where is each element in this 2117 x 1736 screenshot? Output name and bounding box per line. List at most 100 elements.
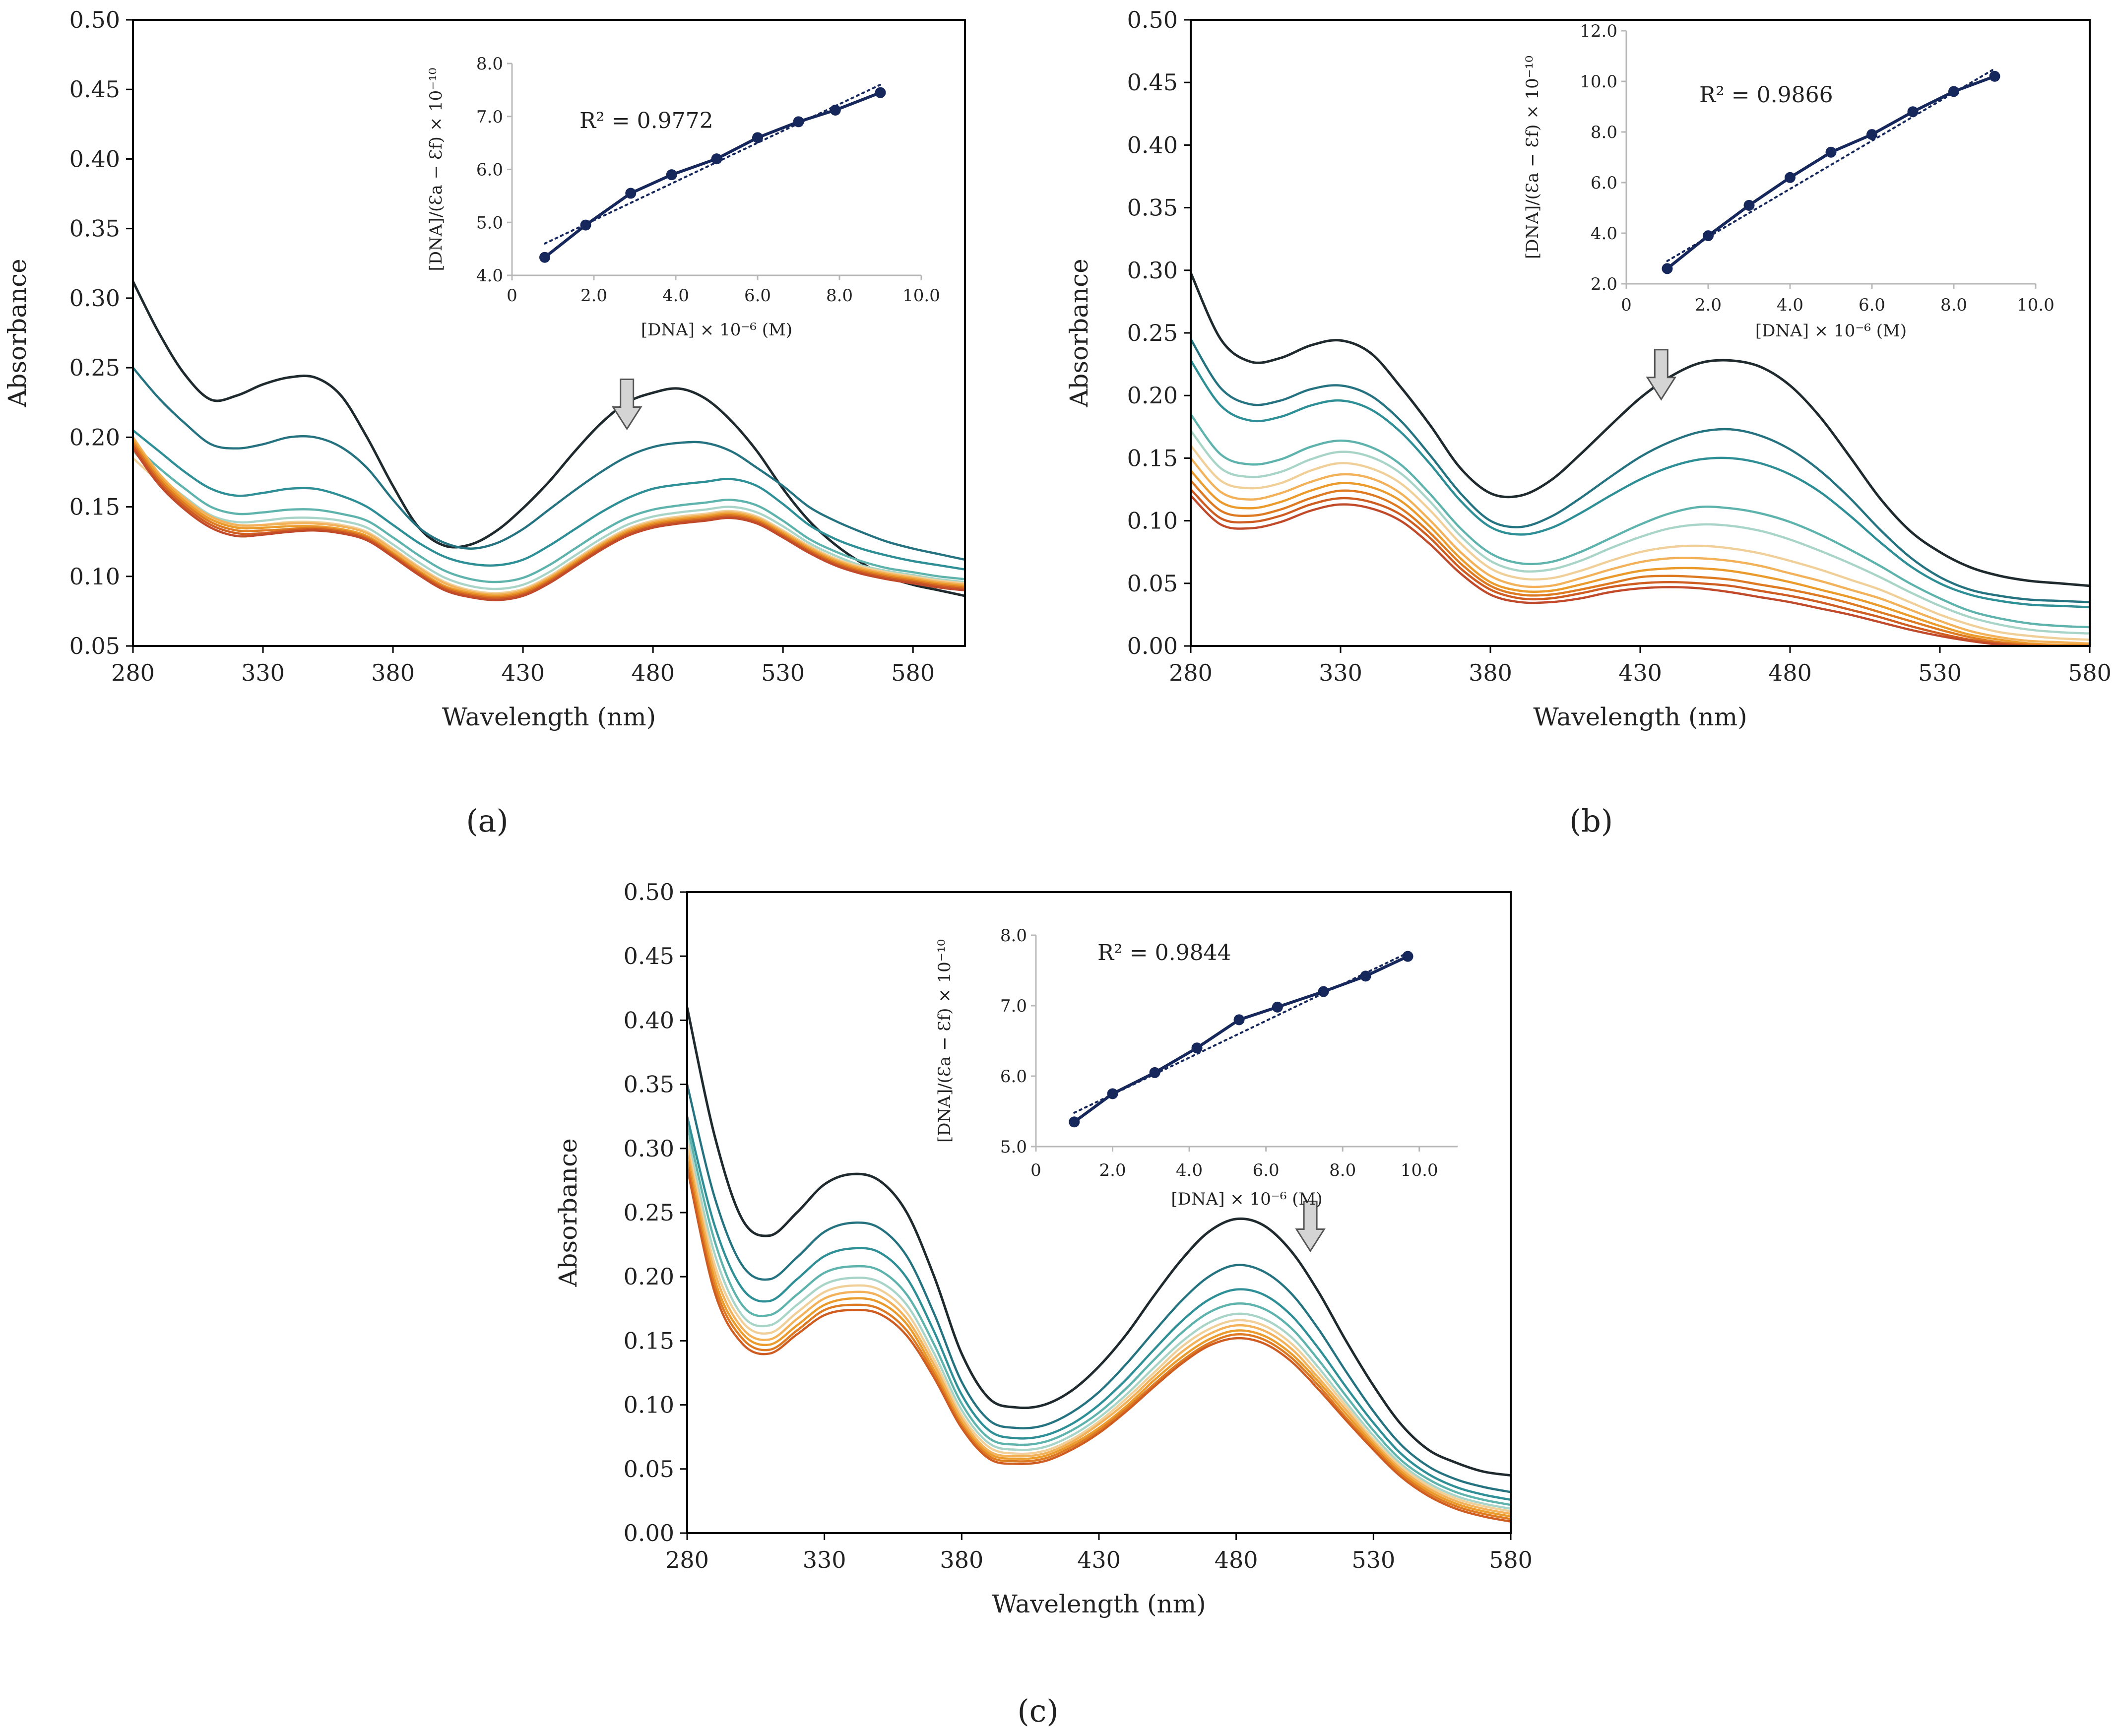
inset-x-tick-label: 4.0 (1777, 295, 1803, 315)
inset-y-axis-title: [DNA]/(Ɛa − Ɛf) × 10⁻¹⁰ (1523, 56, 1542, 259)
x-tick-label: 580 (891, 659, 935, 686)
data-point (1662, 263, 1673, 274)
inset-y-tick-label: 6.0 (476, 160, 503, 180)
y-tick-label: 0.00 (1127, 633, 1178, 659)
y-tick-label: 0.30 (624, 1135, 674, 1162)
y-axis-title: Absorbance (3, 258, 32, 407)
inset-x-tick-label: 6.0 (744, 286, 771, 306)
y-axis-title: Absorbance (554, 1138, 582, 1287)
spectra-group (133, 281, 965, 601)
inset-y-tick-label: 12.0 (1580, 21, 1617, 41)
x-tick-label: 280 (665, 1546, 709, 1573)
spectrum-line-10 (133, 445, 965, 600)
spectrum-line-2 (1191, 338, 2090, 603)
x-axis-title: Wavelength (nm) (442, 703, 656, 731)
y-tick-label: 0.20 (69, 424, 120, 450)
spectrum-line-2 (687, 1084, 1511, 1493)
inset-y-axis-title: [DNA]/(Ɛa − Ɛf) × 10⁻¹⁰ (426, 68, 446, 271)
x-tick-label: 330 (241, 659, 285, 686)
x-tick-label: 430 (501, 659, 545, 686)
inset-x-tick-label: 6.0 (1859, 295, 1885, 315)
spectrum-line-11 (133, 448, 965, 601)
spectrum-line-3 (687, 1116, 1511, 1501)
spectrum-line-8 (133, 439, 965, 597)
spectra-group (687, 1007, 1511, 1523)
inset-y-tick-label: 8.0 (1000, 926, 1027, 946)
inset-x-tick-label: 4.0 (1176, 1160, 1203, 1180)
linear-fit-line (1666, 67, 1996, 262)
x-tick-label: 530 (1918, 659, 1962, 686)
spectrum-line-4 (1191, 413, 2090, 629)
down-arrow-icon (1295, 1201, 1326, 1253)
y-tick-label: 0.40 (1127, 131, 1178, 158)
inset-x-tick-label: 8.0 (826, 286, 853, 306)
y-tick-label: 0.10 (69, 563, 120, 590)
spectrum-line-4 (687, 1125, 1511, 1506)
data-point (1191, 1042, 1203, 1054)
inset-x-tick-label: 0 (507, 286, 517, 306)
y-tick-label: 0.30 (1127, 257, 1178, 284)
x-axis-title: Wavelength (nm) (992, 1590, 1206, 1618)
data-point (1233, 1014, 1245, 1026)
y-tick-label: 0.35 (624, 1071, 674, 1098)
spectrum-line-2 (133, 367, 965, 561)
inset-y-tick-label: 6.0 (1591, 173, 1617, 193)
data-point (1107, 1088, 1118, 1099)
x-tick-label: 430 (1618, 659, 1662, 686)
data-point (625, 188, 637, 199)
y-axis-title: Absorbance (1065, 258, 1093, 407)
inset-x-tick-label: 0 (1030, 1160, 1041, 1180)
r-squared-label: R² = 0.9866 (1699, 82, 1833, 108)
x-tick-label: 580 (1489, 1546, 1533, 1573)
spectrum-line-9 (687, 1161, 1511, 1520)
x-tick-label: 430 (1077, 1546, 1121, 1573)
plot-frame (132, 19, 966, 647)
y-tick-label: 0.25 (69, 354, 120, 381)
down-arrow-icon (611, 379, 642, 431)
spectrum-line-8 (687, 1155, 1511, 1518)
inset-x-tick-label: 10.0 (1401, 1160, 1438, 1180)
data-point (752, 132, 763, 143)
data-point (1069, 1116, 1080, 1128)
spectrum-line-10 (687, 1167, 1511, 1523)
inset-y-axis-title: [DNA]/(Ɛa − Ɛf) × 10⁻¹⁰ (935, 939, 955, 1143)
y-tick-label: 0.10 (624, 1392, 674, 1418)
x-tick-label: 280 (1169, 659, 1213, 686)
plot-frame (686, 891, 1512, 1534)
inset-y-tick-label: 8.0 (1591, 123, 1617, 142)
inset-x-tick-label: 8.0 (1940, 295, 1967, 315)
y-tick-label: 0.10 (1127, 508, 1178, 534)
spectrum-line-3 (1191, 360, 2090, 609)
x-tick-label: 380 (1469, 659, 1512, 686)
spectrum-line-6 (687, 1142, 1511, 1513)
x-tick-label: 330 (803, 1546, 846, 1573)
data-point (1272, 1001, 1283, 1013)
inset-y-tick-label: 2.0 (1591, 274, 1617, 294)
data-point (580, 219, 591, 231)
x-tick-label: 530 (761, 659, 805, 686)
data-point (1785, 172, 1796, 183)
data-point (1402, 951, 1413, 962)
inset-y-tick-label: 10.0 (1580, 72, 1617, 92)
y-tick-label: 0.40 (69, 145, 120, 172)
x-tick-label: 480 (1768, 659, 1812, 686)
inset-y-tick-label: 6.0 (1000, 1067, 1027, 1087)
y-tick-label: 0.50 (624, 879, 674, 905)
data-point (1360, 970, 1371, 982)
inset-x-tick-label: 8.0 (1329, 1160, 1356, 1180)
inset-x-tick-label: 10.0 (2017, 295, 2054, 315)
y-tick-label: 0.25 (1127, 320, 1178, 346)
y-tick-label: 0.00 (624, 1520, 674, 1546)
x-tick-label: 480 (631, 659, 675, 686)
x-tick-label: 580 (2068, 659, 2112, 686)
data-point (666, 169, 677, 181)
spectrum-line-8 (1191, 470, 2090, 646)
data-point (830, 104, 841, 116)
inset-x-tick-label: 2.0 (580, 286, 607, 306)
panel-label-a: (a) (466, 803, 508, 839)
inset-chart-a: 4.0 5.0 6.0 7.0 8.0 0 2.0 4.0 6.0 8.0 10.0 [DNA] × … (426, 54, 940, 340)
spectrum-line-1 (1191, 272, 2090, 587)
x-tick-label: 330 (1319, 659, 1362, 686)
inset-x-tick-label: 2.0 (1695, 295, 1722, 315)
